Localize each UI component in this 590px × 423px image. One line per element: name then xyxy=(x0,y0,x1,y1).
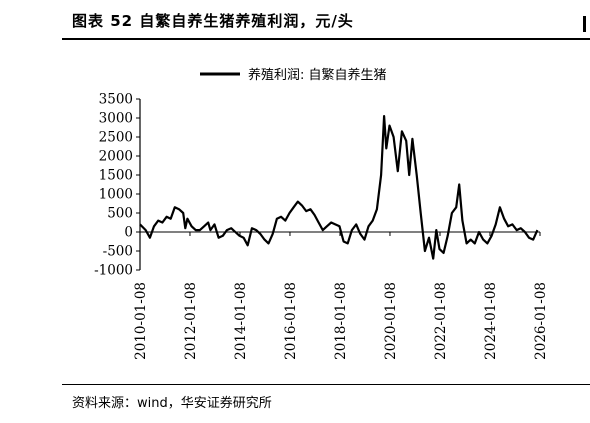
x-tick-label: 2012-01-08 xyxy=(183,282,199,360)
x-tick-label: 2018-01-08 xyxy=(333,282,349,360)
x-tick-label: 2026-01-08 xyxy=(533,282,549,360)
x-tick-label: 2010-01-08 xyxy=(133,282,149,360)
y-tick-label: 3000 xyxy=(99,111,133,127)
y-tick-label: 1000 xyxy=(99,187,133,203)
series-line xyxy=(139,115,539,260)
chart-legend: 养殖利润: 自繁自养生猪 xyxy=(200,67,387,83)
x-tick-label: 2020-01-08 xyxy=(383,282,399,360)
legend-label: 养殖利润: 自繁自养生猪 xyxy=(248,67,387,83)
x-tick-label: 2024-01-08 xyxy=(483,282,499,360)
y-tick-label: 1500 xyxy=(99,168,133,184)
y-tick-label: -1000 xyxy=(94,263,133,279)
title-rule xyxy=(62,38,590,40)
page-edge-marker xyxy=(583,16,586,32)
footer-rule xyxy=(62,384,590,385)
chart-tick-labels: 3500300025002000150010005000-500-1000201… xyxy=(94,92,549,360)
chart-axes xyxy=(139,99,540,270)
x-tick-label: 2016-01-08 xyxy=(283,282,299,360)
x-tick-label: 2022-01-08 xyxy=(433,282,449,360)
y-tick-label: 2000 xyxy=(99,149,133,165)
chart-ticks xyxy=(136,98,541,271)
y-tick-label: 3500 xyxy=(99,92,133,108)
series-layer xyxy=(139,115,539,260)
y-tick-label: 0 xyxy=(124,225,133,241)
source-note: 资料来源：wind，华安证券研究所 xyxy=(72,396,272,411)
chart-title: 图表 52 自繁自养生猪养殖利润，元/头 xyxy=(72,12,354,30)
y-tick-label: 2500 xyxy=(99,130,133,146)
x-tick-label: 2014-01-08 xyxy=(233,282,249,360)
y-tick-label: -500 xyxy=(103,244,133,260)
y-tick-label: 500 xyxy=(107,206,133,222)
